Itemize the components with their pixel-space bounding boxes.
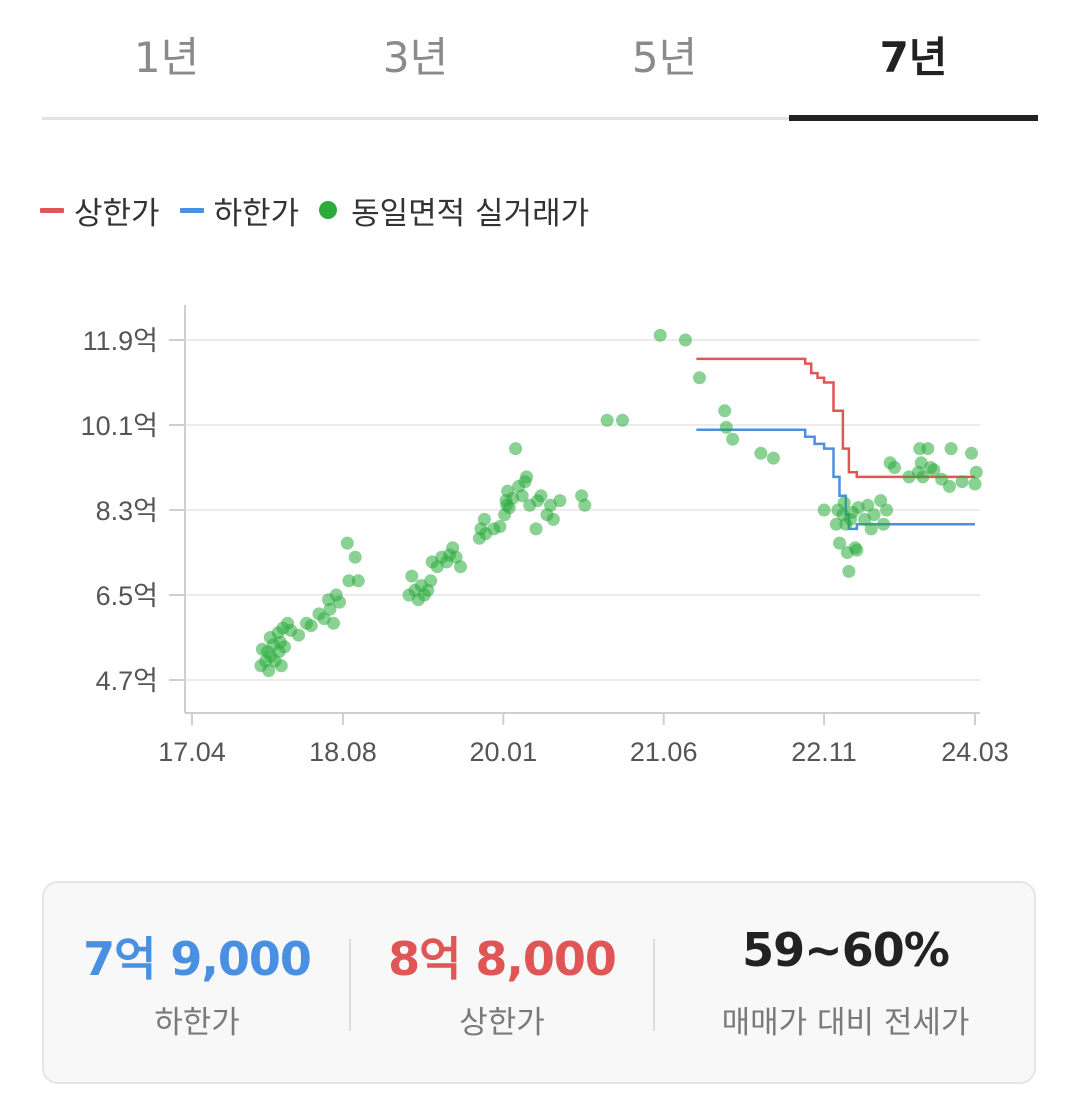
trade-point xyxy=(493,520,507,533)
trade-point xyxy=(864,522,878,536)
trade-point xyxy=(718,404,732,418)
trade-point xyxy=(262,664,276,678)
x-tick-label: 24.03 xyxy=(941,737,1009,767)
trade-point xyxy=(829,517,843,531)
legend-item-lower: 하한가 xyxy=(179,188,300,233)
upper-price-label: 상한가 xyxy=(459,1005,545,1041)
trade-point xyxy=(477,512,491,526)
tab-rail xyxy=(42,117,1038,120)
stat-jeonse-ratio: 59~60% 매매가 대비 전세가 xyxy=(655,883,1036,1082)
trade-point xyxy=(342,574,356,588)
trade-point xyxy=(351,574,365,588)
price-summary-card: 7억 9,000 하한가 8억 8,000 상한가 59~60% 매매가 대비 … xyxy=(42,881,1036,1084)
legend-item-upper: 상한가 xyxy=(40,188,160,233)
trade-point xyxy=(653,328,667,342)
trade-point xyxy=(534,489,548,503)
stat-lower-price: 7억 9,000 하한가 xyxy=(44,883,350,1082)
stat-upper-price: 8억 8,000 상한가 xyxy=(351,883,653,1082)
y-tick-label: 10.1억 xyxy=(81,411,158,441)
trade-point xyxy=(766,451,780,465)
y-tick-label: 4.7억 xyxy=(96,666,158,696)
trade-point xyxy=(340,536,354,550)
trade-point xyxy=(916,470,930,484)
x-tick-label: 22.11 xyxy=(791,737,857,767)
jeonse-ratio-value: 59~60% xyxy=(742,923,950,977)
trade-point xyxy=(842,564,856,578)
trade-point xyxy=(754,446,768,460)
divider xyxy=(653,939,655,1031)
active-tab-indicator xyxy=(789,115,1038,121)
x-tick-label: 18.08 xyxy=(309,737,377,767)
trade-point xyxy=(874,494,888,508)
trade-point xyxy=(405,569,419,583)
trade-point xyxy=(546,512,560,526)
legend-swatch-upper xyxy=(40,207,64,213)
trade-point xyxy=(861,498,875,512)
legend-swatch-trade xyxy=(319,201,338,219)
trade-point xyxy=(304,619,318,633)
x-tick-label: 20.01 xyxy=(470,737,538,767)
trade-point xyxy=(867,508,881,522)
trade-point xyxy=(616,413,629,427)
price-chart: 11.9억 10.1억 8.3억 6.5억 4.7억 17.04 18.08 20.01 21.… xyxy=(81,305,1009,767)
series-line-upper xyxy=(696,357,975,479)
x-tick-label: 17.04 xyxy=(158,737,226,767)
chart-legend: 상한가 하한가 동일면적 실거래가 xyxy=(40,185,609,235)
trade-point xyxy=(529,522,543,536)
legend-swatch-lower xyxy=(179,207,204,213)
trade-point xyxy=(877,517,890,531)
trade-point xyxy=(333,595,346,609)
divider xyxy=(349,939,351,1031)
legend-item-trade: 동일면적 실거래가 xyxy=(319,188,589,233)
trade-point xyxy=(880,503,894,517)
y-tick-label: 8.3억 xyxy=(96,496,158,526)
trade-point xyxy=(454,560,467,574)
trade-point xyxy=(927,463,941,477)
x-tick-label: 21.06 xyxy=(630,737,698,767)
trade-point xyxy=(292,628,306,642)
trade-point xyxy=(726,432,740,446)
trade-point xyxy=(833,536,846,550)
trade-point xyxy=(693,371,706,385)
trade-point xyxy=(348,550,362,564)
trade-point xyxy=(719,420,733,434)
trade-point xyxy=(274,659,288,673)
lower-price-value: 7억 9,000 xyxy=(83,932,312,986)
tab-1-year[interactable]: 1년 xyxy=(133,33,200,82)
trade-point xyxy=(327,616,340,630)
trade-point xyxy=(553,494,567,508)
trade-point xyxy=(520,470,534,484)
trade-point xyxy=(278,640,291,654)
trade-point xyxy=(968,477,982,491)
trade-point xyxy=(509,442,523,456)
y-tick-label: 11.9억 xyxy=(83,326,158,356)
tab-3-year[interactable]: 3년 xyxy=(382,33,449,82)
tab-7-year[interactable]: 7년 xyxy=(879,33,948,82)
trade-point xyxy=(888,461,901,474)
trade-point xyxy=(817,503,831,517)
legend-label-trade: 동일면적 실거래가 xyxy=(351,195,590,232)
trade-point xyxy=(850,543,864,557)
jeonse-ratio-label: 매매가 대비 전세가 xyxy=(721,1005,970,1041)
trade-point xyxy=(837,496,851,510)
trade-point xyxy=(578,498,592,512)
trade-point xyxy=(323,602,337,616)
trade-point xyxy=(424,574,438,588)
trade-point xyxy=(969,465,983,479)
trade-point xyxy=(955,475,969,489)
legend-label-lower: 하한가 xyxy=(213,195,300,232)
trade-point xyxy=(921,442,935,456)
tab-5-year[interactable]: 5년 xyxy=(631,33,698,82)
y-tick-label: 6.5억 xyxy=(96,581,158,611)
legend-label-upper: 상한가 xyxy=(74,195,160,232)
trade-point xyxy=(943,479,956,493)
trade-point xyxy=(965,446,978,460)
trade-point xyxy=(678,333,692,347)
upper-price-value: 8억 8,000 xyxy=(388,932,617,986)
trade-point xyxy=(600,413,614,427)
trade-point xyxy=(944,442,958,456)
lower-price-label: 하한가 xyxy=(154,1005,240,1041)
trade-point xyxy=(515,489,529,503)
period-tabs: 1년 3년 5년 7년 xyxy=(42,0,1038,122)
